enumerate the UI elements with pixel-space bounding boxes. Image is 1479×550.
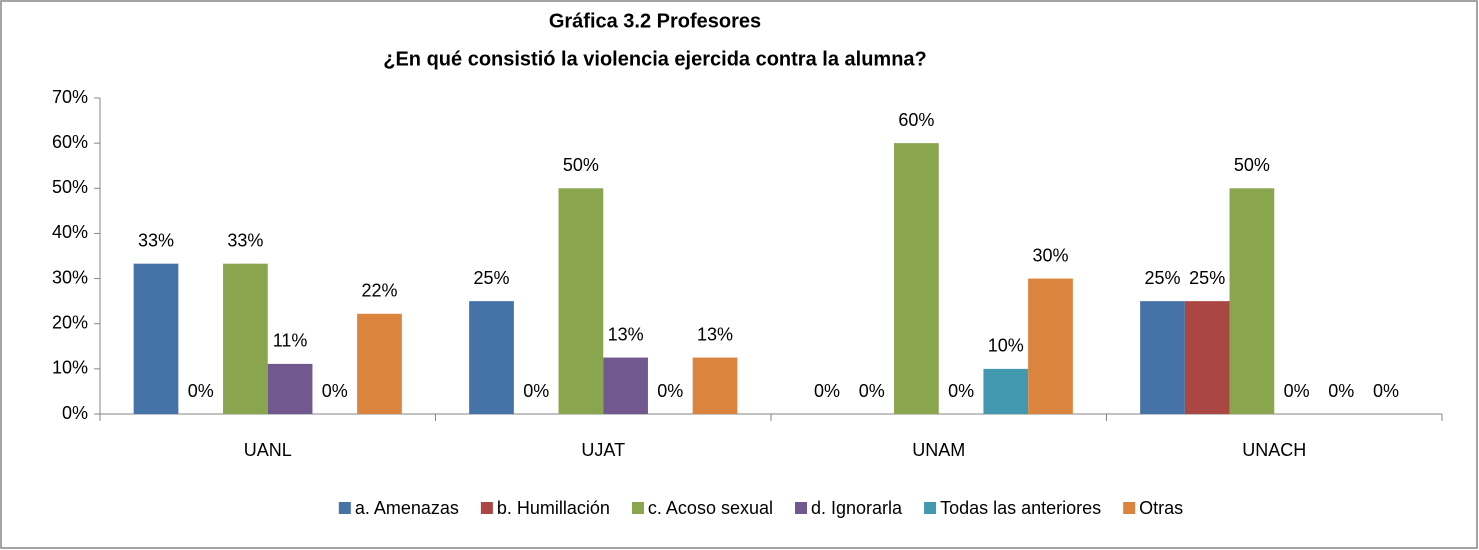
y-tick-label: 70%: [52, 87, 88, 107]
data-label: 33%: [138, 230, 174, 250]
x-tick-label: UANL: [244, 440, 292, 460]
x-tick-label: UNACH: [1242, 440, 1306, 460]
legend-swatch: [631, 502, 644, 514]
x-tick-label: UJAT: [581, 440, 625, 460]
data-label: 13%: [697, 324, 733, 344]
data-label: 0%: [1284, 381, 1310, 401]
bar: [692, 357, 738, 414]
data-label: 0%: [1373, 381, 1399, 401]
bar: [223, 263, 268, 414]
data-label: 0%: [657, 381, 683, 401]
data-label: 0%: [1328, 381, 1354, 401]
legend-swatch: [924, 502, 937, 514]
y-tick-label: 50%: [52, 177, 88, 197]
y-tick-label: 20%: [52, 312, 88, 332]
legend-label: Otras: [1139, 498, 1183, 518]
bar: [1229, 188, 1275, 414]
data-label: 25%: [1144, 268, 1180, 288]
chart-title: Gráfica 3.2 Profesores: [549, 10, 761, 32]
data-label: 0%: [322, 381, 348, 401]
legend-swatch: [338, 502, 351, 514]
bar: [357, 313, 402, 414]
data-label: 33%: [227, 230, 263, 250]
data-label: 50%: [563, 155, 599, 175]
legend-swatch: [1123, 502, 1136, 514]
y-tick-label: 10%: [52, 358, 88, 378]
legend-swatch: [795, 502, 808, 514]
y-tick-label: 60%: [52, 132, 88, 152]
data-label: 30%: [1032, 245, 1068, 265]
bar: [983, 368, 1029, 414]
data-label: 0%: [523, 381, 549, 401]
bar: [1140, 301, 1185, 414]
data-label: 0%: [948, 381, 974, 401]
legend-label: a. Amenazas: [355, 498, 459, 518]
data-label: 0%: [814, 381, 840, 401]
legend-label: Todas las anteriores: [940, 498, 1101, 518]
legend-label: c. Acoso sexual: [648, 498, 773, 518]
data-label: 0%: [859, 381, 885, 401]
bar: [603, 357, 648, 414]
bar: [894, 143, 939, 414]
bar: [1028, 278, 1073, 414]
data-label: 10%: [988, 336, 1024, 356]
data-label: 25%: [1189, 268, 1225, 288]
data-label: 22%: [361, 281, 397, 301]
chart-subtitle: ¿En qué consistió la violencia ejercida …: [383, 48, 927, 70]
legend-swatch: [480, 502, 493, 514]
bar: [558, 188, 604, 414]
legend-label: b. Humillación: [497, 498, 610, 518]
data-label: 60%: [898, 110, 934, 130]
bar: [267, 363, 313, 414]
bar: [133, 263, 179, 414]
x-tick-label: UNAM: [912, 440, 965, 460]
y-tick-label: 40%: [52, 222, 88, 242]
data-label: 0%: [188, 381, 214, 401]
bar: [469, 301, 514, 414]
y-tick-label: 0%: [62, 403, 88, 423]
data-label: 11%: [273, 331, 308, 351]
data-label: 25%: [473, 268, 509, 288]
bar: [1184, 301, 1230, 414]
legend-label: d. Ignorarla: [811, 498, 903, 518]
data-label: 13%: [608, 324, 644, 344]
y-tick-label: 30%: [52, 267, 88, 287]
data-label: 50%: [1234, 155, 1270, 175]
